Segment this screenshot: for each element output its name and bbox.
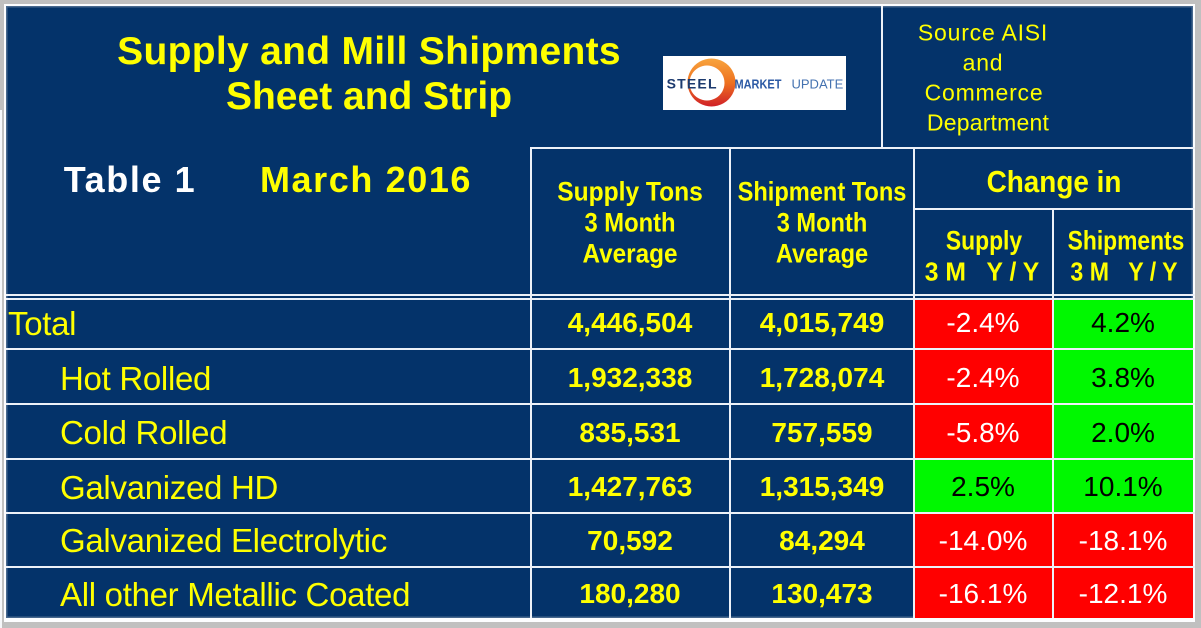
svg-text:UPDATE: UPDATE bbox=[792, 77, 844, 92]
svg-text:MARKET: MARKET bbox=[735, 77, 783, 92]
svg-text:STEEL: STEEL bbox=[667, 76, 718, 92]
